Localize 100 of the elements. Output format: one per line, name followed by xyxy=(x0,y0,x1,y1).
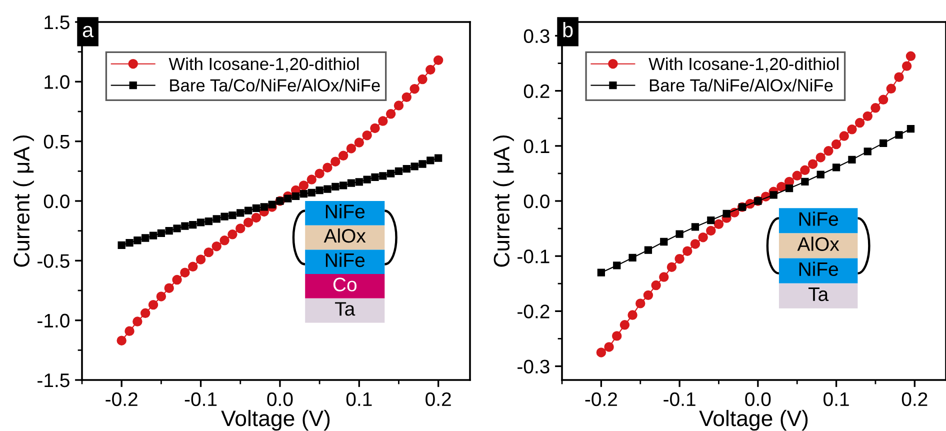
annotation: NiFe xyxy=(799,212,838,226)
point xyxy=(116,336,126,346)
point xyxy=(142,234,150,242)
y-tick-label: -0.2 xyxy=(518,304,550,318)
point xyxy=(651,280,661,290)
point xyxy=(316,186,324,194)
point xyxy=(628,310,638,320)
point xyxy=(604,342,614,352)
point xyxy=(682,246,692,256)
point xyxy=(800,165,810,176)
point xyxy=(394,100,404,110)
point xyxy=(691,223,700,231)
point xyxy=(597,268,606,276)
y-axis-title: Current ( μA ) xyxy=(13,135,34,267)
point xyxy=(906,125,915,133)
point xyxy=(228,212,236,220)
point xyxy=(188,262,198,272)
point xyxy=(644,246,652,254)
annotation: AlOx xyxy=(797,236,840,251)
point xyxy=(612,331,622,341)
point xyxy=(862,111,872,122)
point xyxy=(204,217,213,226)
point xyxy=(722,210,730,218)
point xyxy=(698,232,708,242)
point xyxy=(620,320,630,330)
y-tick-label: 1.0 xyxy=(44,75,70,89)
point xyxy=(418,160,426,168)
point xyxy=(831,139,842,150)
point xyxy=(770,191,778,199)
point xyxy=(816,170,824,178)
point xyxy=(124,326,134,336)
point xyxy=(418,74,428,84)
y-tick-label: 0.3 xyxy=(524,29,550,44)
point xyxy=(118,241,126,249)
point xyxy=(785,184,794,192)
point xyxy=(839,131,849,141)
point xyxy=(706,226,716,236)
point xyxy=(140,308,150,318)
point xyxy=(172,274,182,285)
y-tick-label: 1.5 xyxy=(44,16,70,30)
point xyxy=(181,222,189,230)
point xyxy=(148,300,158,310)
point xyxy=(355,178,363,186)
point xyxy=(895,131,903,139)
x-tick-label: -0.1 xyxy=(184,392,217,406)
y-tick-label: 0.5 xyxy=(44,134,70,149)
point xyxy=(339,182,348,190)
point xyxy=(894,72,904,82)
point xyxy=(251,212,262,223)
point xyxy=(394,167,403,175)
point xyxy=(363,176,371,184)
point xyxy=(906,51,916,62)
point xyxy=(824,146,834,156)
point xyxy=(848,156,856,164)
point xyxy=(792,170,802,181)
point xyxy=(902,61,912,71)
legend-label: With Icosane-1,20-dithiol xyxy=(168,57,359,72)
x-tick-label: 0.0 xyxy=(267,392,293,406)
y-tick-label: 0.0 xyxy=(524,194,550,208)
point xyxy=(228,230,238,240)
point xyxy=(306,174,316,184)
point xyxy=(613,262,621,270)
point xyxy=(236,224,246,234)
point xyxy=(426,156,434,164)
x-tick-label: -0.2 xyxy=(106,392,138,406)
point xyxy=(347,179,356,187)
point xyxy=(832,164,840,172)
point xyxy=(666,262,677,272)
point xyxy=(338,150,348,161)
point xyxy=(596,348,606,358)
legend-label: Bare Ta/NiFe/AlOx/NiFe xyxy=(650,78,833,92)
point xyxy=(402,164,410,173)
point xyxy=(878,94,888,105)
point xyxy=(212,241,222,252)
point xyxy=(156,292,166,302)
point xyxy=(410,162,418,170)
point xyxy=(236,209,244,217)
x-tick-label: 0.0 xyxy=(745,392,771,406)
point xyxy=(707,216,715,224)
point xyxy=(314,168,324,178)
annotation: Ta xyxy=(808,288,829,302)
point xyxy=(816,152,826,162)
point xyxy=(212,215,220,223)
y-tick-label: -0.5 xyxy=(38,254,70,268)
point xyxy=(676,230,684,238)
point xyxy=(196,218,205,226)
point xyxy=(324,185,332,193)
annotation: Ta xyxy=(335,302,356,316)
point xyxy=(371,173,379,181)
annotation: b xyxy=(563,22,573,38)
x-tick-label: 0.2 xyxy=(902,392,928,406)
point xyxy=(636,298,646,308)
point xyxy=(801,178,809,186)
point xyxy=(659,272,669,282)
y-tick-label: 0.2 xyxy=(524,84,550,98)
y-axis-title: Current ( μA ) xyxy=(493,135,514,267)
point xyxy=(434,154,442,162)
point xyxy=(126,238,134,247)
x-tick-label: 0.1 xyxy=(824,392,849,406)
point xyxy=(330,156,340,166)
